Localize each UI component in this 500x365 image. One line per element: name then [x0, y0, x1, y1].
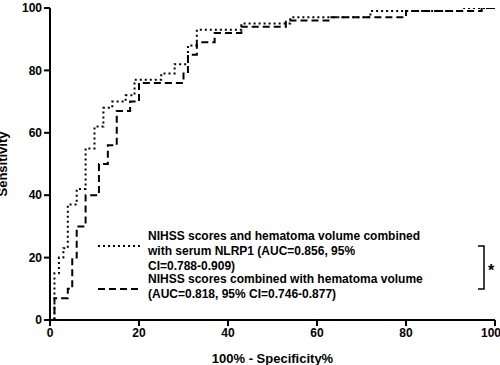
svg-text:40: 40: [29, 188, 43, 202]
svg-text:100: 100: [481, 326, 492, 340]
svg-text:100: 100: [22, 1, 42, 15]
svg-text:0: 0: [35, 313, 42, 327]
svg-text:80: 80: [399, 326, 413, 340]
svg-text:*: *: [488, 262, 492, 279]
svg-text:NIHSS scores combined with hem: NIHSS scores combined with hematoma volu…: [148, 272, 423, 301]
svg-text:60: 60: [310, 326, 324, 340]
svg-text:80: 80: [29, 64, 43, 78]
svg-text:0: 0: [47, 326, 54, 340]
svg-text:20: 20: [132, 326, 146, 340]
svg-text:NIHSS scores and hematoma volu: NIHSS scores and hematoma volume combine…: [147, 229, 420, 273]
svg-text:40: 40: [221, 326, 235, 340]
svg-text:100% - Specificity%: 100% - Specificity%: [212, 351, 334, 365]
svg-text:60: 60: [29, 126, 43, 140]
svg-text:20: 20: [29, 251, 43, 265]
svg-text:Sensitivity: Sensitivity: [8, 131, 10, 197]
